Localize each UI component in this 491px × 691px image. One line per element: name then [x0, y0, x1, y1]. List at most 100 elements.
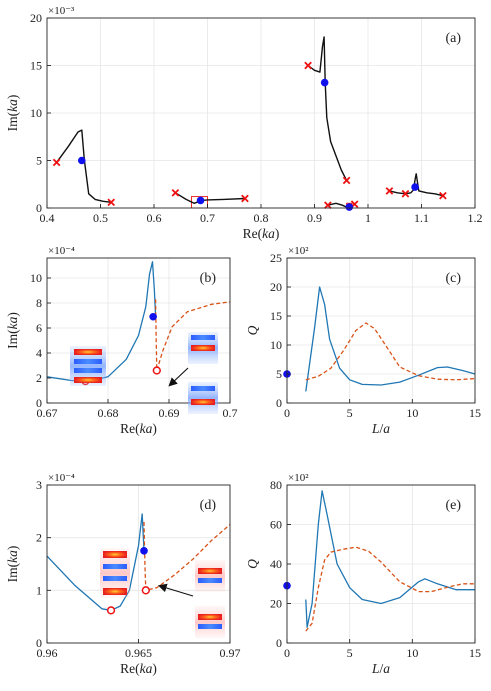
red-x-marker [385, 187, 394, 195]
series-line-orange [154, 299, 231, 372]
red-x-marker [324, 201, 332, 209]
x-axis-label: L/a [371, 661, 390, 676]
blue-dot-marker [149, 312, 157, 321]
series-line-blue [305, 286, 476, 392]
x-tick-label: 0 [284, 646, 290, 660]
blue-dot-marker [345, 203, 354, 211]
x-tick-label: 0.96 [37, 646, 58, 660]
x-tick-label: 0.97 [220, 646, 241, 660]
mode-profile-inset-d3 [195, 606, 225, 638]
pointer-arrow-b [168, 367, 189, 387]
mode-profile-inset-d1 [100, 548, 130, 598]
y-tick-label: 0 [36, 201, 42, 215]
x-tick-label: 1 [365, 211, 371, 225]
y-axis-label: Im(ka) [5, 546, 20, 583]
panel-e-chart: 0 5 10 15 0 20 40 60 80 ×10² (e) L/a Q [245, 472, 481, 676]
x-tick-label: 10 [406, 406, 418, 420]
panel-label: (b) [200, 271, 217, 286]
mode-profile-inset-b1 [70, 346, 106, 386]
x-tick-label: 0.6 [147, 211, 162, 225]
x-tick-label: 0.68 [98, 406, 119, 420]
y-axis-label: Im(ka) [5, 312, 20, 349]
axis-multiplier: ×10⁻⁴ [48, 245, 75, 257]
red-circle-marker [106, 606, 116, 615]
y-tick-label: 10 [30, 271, 42, 285]
x-tick-label: 5 [347, 406, 353, 420]
y-tick-label: 0 [36, 636, 42, 650]
x-axis-label: Re(ka) [120, 661, 157, 676]
y-tick-label: 60 [270, 518, 282, 532]
blue-dot-marker [140, 547, 148, 555]
y-axis-label: Im(ka) [5, 95, 20, 132]
axis-multiplier: ×10⁻⁴ [48, 472, 75, 484]
y-tick-label: 80 [270, 478, 282, 492]
series-line-orange [305, 546, 475, 632]
y-tick-label: 3 [36, 478, 42, 492]
series-line-orange [143, 521, 231, 591]
red-circle-marker [152, 366, 161, 375]
x-tick-label: 0 [284, 406, 290, 420]
series-line-black [56, 129, 112, 203]
panel-label: (c) [445, 271, 461, 286]
x-tick-label: 0.8 [254, 211, 269, 225]
y-tick-label: 5 [276, 367, 282, 381]
y-axis-label: Q [245, 325, 260, 335]
x-tick-label: 1.2 [468, 211, 483, 225]
panel-label: (a) [445, 31, 461, 46]
y-tick-label: 2 [36, 371, 42, 385]
y-tick-label: 8 [36, 296, 42, 310]
red-x-marker [439, 191, 447, 200]
red-x-marker [304, 61, 312, 70]
x-tick-label: 1.1 [414, 211, 429, 225]
y-tick-label: 6 [36, 321, 42, 335]
red-x-marker [52, 158, 61, 167]
red-x-marker [107, 198, 116, 207]
y-tick-label: 15 [30, 59, 42, 73]
mode-profile-inset-d2 [195, 560, 225, 592]
y-tick-label: 10 [30, 106, 42, 120]
axis-multiplier: ×10⁻³ [48, 5, 75, 17]
x-tick-label: 10 [406, 646, 418, 660]
y-tick-label: 20 [30, 11, 42, 25]
pointer-arrow-d [157, 583, 194, 597]
y-tick-label: 0 [36, 396, 42, 410]
panel-d-chart: 0.96 0.965 0.97 0 1 2 3 ×10⁻⁴ (d) Re(ka) Im(ka) [5, 472, 241, 676]
series-line-black [307, 36, 348, 181]
axes-frame [46, 257, 231, 404]
x-axis-label: Re(ka) [120, 421, 157, 436]
panel-c-chart: 0 5 10 15 0 5 10 15 20 25 ×10² (c) L/a Q [245, 245, 481, 436]
y-tick-label: 20 [270, 280, 282, 294]
panel-a-chart: 0.4 0.5 0.6 0.7 0.8 0.9 1 1.1 1.2 0 5 10 15 20 ×10⁻³ (a… [5, 5, 483, 241]
x-tick-label: 5 [347, 646, 353, 660]
x-tick-label: 0.5 [93, 211, 108, 225]
y-axis-label: Q [245, 559, 260, 569]
series-line-black [389, 173, 444, 197]
x-tick-label: 0.69 [159, 406, 180, 420]
x-tick-label: 15 [469, 646, 481, 660]
series-line-blue [46, 513, 145, 611]
series-line-blue [305, 490, 475, 628]
y-tick-label: 0 [276, 636, 282, 650]
y-tick-label: 1 [36, 583, 42, 597]
blue-dot-marker [196, 196, 205, 205]
red-circle-marker [141, 586, 150, 595]
y-tick-label: 15 [270, 309, 282, 323]
axis-multiplier: ×10² [288, 472, 309, 484]
panel-b-chart: 0.67 0.68 0.69 0.7 0 2 4 6 8 10 ×10⁻⁴ (b) Re(ka) Im(k… [5, 245, 238, 436]
mode-profile-inset-b3 [188, 382, 218, 414]
axes-frame [286, 257, 476, 404]
x-tick-label: 0.9 [307, 211, 322, 225]
y-tick-label: 25 [270, 251, 282, 265]
x-tick-label: 15 [469, 406, 481, 420]
y-tick-label: 40 [270, 557, 282, 571]
y-tick-label: 10 [270, 338, 282, 352]
x-axis-label: L/a [371, 421, 390, 436]
y-tick-label: 0 [276, 396, 282, 410]
x-axis-label: Re(ka) [243, 226, 280, 241]
x-tick-label: 0.7 [200, 211, 215, 225]
panel-label: (e) [445, 498, 461, 513]
series-line-black [175, 192, 246, 205]
red-x-marker [342, 176, 351, 185]
x-tick-label: 0.7 [223, 406, 238, 420]
